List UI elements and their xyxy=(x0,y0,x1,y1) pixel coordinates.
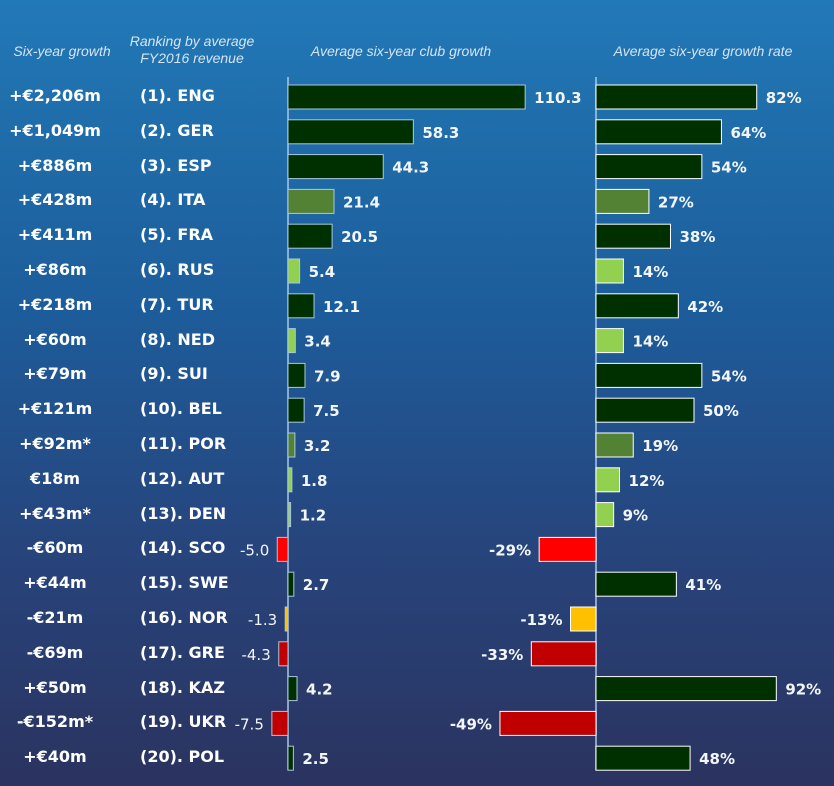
growth-rate-value-label: 54% xyxy=(711,159,747,177)
growth-rate-value-label: 82% xyxy=(766,89,802,107)
bar-charts: 110.3 58.3 44.3 21.4 20.5 5.4 12.1 3.4 7.9 7.5 3.2… xyxy=(0,0,834,786)
club-growth-bar-sco xyxy=(277,537,288,561)
growth-rate-bar-tur xyxy=(596,294,678,318)
club-growth-value-label: 20.5 xyxy=(341,228,378,246)
growth-rate-value-label: -33% xyxy=(481,646,523,664)
growth-rate-value-label: -49% xyxy=(450,715,492,733)
growth-rate-bar-swe xyxy=(596,572,676,596)
club-growth-value-label: 5.4 xyxy=(309,263,336,281)
growth-rate-bar-bel xyxy=(596,398,694,422)
club-growth-bar-tur xyxy=(288,294,314,318)
club-growth-value-label: 44.3 xyxy=(392,159,429,177)
club-growth-bar-gre xyxy=(279,642,288,666)
club-growth-value-label: -1.3 xyxy=(248,611,277,629)
growth-rate-value-label: 64% xyxy=(730,124,766,142)
club-growth-value-label: 3.2 xyxy=(304,437,331,455)
growth-rate-value-label: 41% xyxy=(685,576,721,594)
growth-rate-bar-aut xyxy=(596,468,620,492)
growth-rate-bar-por xyxy=(596,433,633,457)
club-growth-value-label: 2.5 xyxy=(302,750,329,768)
club-growth-value-label: 58.3 xyxy=(422,124,459,142)
club-growth-bar-rus xyxy=(288,259,300,283)
club-growth-value-label: 2.7 xyxy=(303,576,330,594)
growth-rate-bar-pol xyxy=(596,746,690,770)
club-growth-value-label: -7.5 xyxy=(235,715,264,733)
club-growth-bar-nor xyxy=(285,607,288,631)
club-growth-bar-sui xyxy=(288,363,305,387)
growth-rate-bar-sui xyxy=(596,363,702,387)
growth-rate-value-label: 12% xyxy=(629,472,665,490)
growth-rate-bar-esp xyxy=(596,155,702,179)
growth-rate-value-label: 54% xyxy=(711,367,747,385)
club-growth-bar-bel xyxy=(288,398,304,422)
growth-rate-bar-gre xyxy=(531,642,596,666)
growth-rate-value-label: 27% xyxy=(658,193,694,211)
club-growth-value-label: 12.1 xyxy=(323,298,360,316)
club-growth-value-label: 110.3 xyxy=(534,89,581,107)
club-growth-bar-por xyxy=(288,433,295,457)
club-growth-bar-kaz xyxy=(288,677,297,701)
growth-rate-value-label: -29% xyxy=(489,541,531,559)
growth-rate-value-label: 14% xyxy=(632,263,668,281)
club-growth-value-label: -5.0 xyxy=(240,541,269,559)
growth-rate-value-label: 50% xyxy=(703,402,739,420)
club-growth-bar-aut xyxy=(288,468,292,492)
growth-rate-value-label: 92% xyxy=(785,681,821,699)
club-growth-bar-ita xyxy=(288,189,334,213)
club-growth-value-label: 1.8 xyxy=(301,472,328,490)
growth-rate-value-label: -13% xyxy=(520,611,562,629)
club-growth-bar-eng xyxy=(288,85,525,109)
club-growth-bar-swe xyxy=(288,572,294,596)
club-growth-value-label: 4.2 xyxy=(306,681,333,699)
growth-rate-bar-den xyxy=(596,503,614,527)
club-growth-bar-fra xyxy=(288,224,332,248)
club-growth-bar-ukr xyxy=(272,711,288,735)
club-growth-bar-ger xyxy=(288,120,413,144)
growth-rate-bar-ukr xyxy=(500,711,596,735)
growth-rate-bar-eng xyxy=(596,85,757,109)
club-growth-value-label: 7.9 xyxy=(314,367,341,385)
growth-rate-value-label: 19% xyxy=(642,437,678,455)
growth-rate-bar-sco xyxy=(539,537,596,561)
club-growth-value-label: -4.3 xyxy=(241,646,270,664)
club-growth-value-label: 7.5 xyxy=(313,402,340,420)
growth-rate-bar-nor xyxy=(571,607,596,631)
growth-rate-bar-ger xyxy=(596,120,721,144)
growth-rate-bar-fra xyxy=(596,224,670,248)
growth-rate-value-label: 14% xyxy=(632,333,668,351)
club-growth-value-label: 21.4 xyxy=(343,193,380,211)
growth-rate-value-label: 48% xyxy=(699,750,735,768)
growth-rate-bar-kaz xyxy=(596,677,776,701)
club-growth-bar-pol xyxy=(288,746,293,770)
growth-rate-bar-rus xyxy=(596,259,623,283)
club-growth-bar-ned xyxy=(288,329,295,353)
growth-rate-value-label: 38% xyxy=(679,228,715,246)
growth-rate-value-label: 9% xyxy=(623,507,648,525)
growth-rate-bar-ned xyxy=(596,329,623,353)
club-growth-bar-den xyxy=(288,503,291,527)
club-growth-value-label: 1.2 xyxy=(300,507,327,525)
club-growth-bar-esp xyxy=(288,155,383,179)
growth-rate-value-label: 42% xyxy=(687,298,723,316)
club-growth-value-label: 3.4 xyxy=(304,333,331,351)
growth-rate-bar-ita xyxy=(596,189,649,213)
